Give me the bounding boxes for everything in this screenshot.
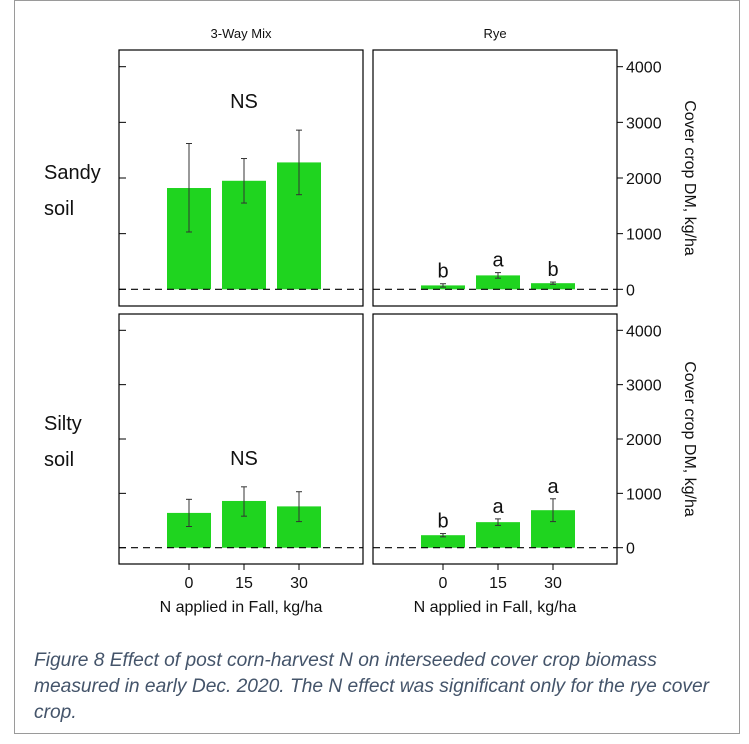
row-label-1-0: Silty [44, 413, 82, 435]
panel-r1c1-xtick-label-2: 30 [544, 575, 562, 592]
panel-r1c0-annotation: NS [230, 448, 258, 470]
x-axis-title-1: N applied in Fall, kg/ha [414, 599, 577, 616]
row-label-0-1: soil [44, 198, 74, 220]
panel-r1c0-xtick-label-0: 0 [185, 575, 194, 592]
panel-r1c1-letter-0: b [437, 511, 448, 533]
panel-r1c1-bar-1 [476, 522, 520, 548]
panel-r0c0-annotation: NS [230, 91, 258, 113]
panel-r0c1-bar-2 [531, 283, 575, 290]
panel-r0c1-ytick-label-2000: 2000 [626, 171, 662, 188]
panel-r1c1-letter-1: a [492, 496, 504, 518]
panel-r1c1-xtick-label-1: 15 [489, 575, 507, 592]
panel-r1c1-ytick-label-2000: 2000 [626, 432, 662, 449]
figure-caption: Figure 8 Effect of post corn-harvest N o… [34, 650, 710, 723]
row-label-1-1: soil [44, 449, 74, 471]
row-label-0-0: Sandy [44, 162, 101, 184]
panel-r1c1-ytick-label-3000: 3000 [626, 378, 662, 395]
panel-r1c1-ytick-label-1000: 1000 [626, 486, 662, 503]
panel-r0c1-ytick-label-0: 0 [626, 282, 635, 299]
panel-r1c1-bar-0 [421, 535, 465, 548]
x-axis-title-0: N applied in Fall, kg/ha [160, 599, 323, 616]
column-title-1: Rye [483, 26, 506, 41]
panel-r0c1-bar-1 [476, 275, 520, 290]
panel-r0c1-ytick-label-3000: 3000 [626, 115, 662, 132]
figure-frame [14, 0, 740, 734]
column-title-0: 3-Way Mix [211, 26, 272, 41]
panel-r1c0-xtick-label-1: 15 [235, 575, 253, 592]
panel-r1c1-ytick-label-4000: 4000 [626, 323, 662, 340]
y-axis-title-0: Cover crop DM, kg/ha [681, 100, 698, 256]
panel-r1c1-letter-2: a [547, 476, 559, 498]
panel-r0c1-letter-0: b [437, 261, 448, 283]
panel-r1c1-ytick-label-0: 0 [626, 541, 635, 558]
panel-r1c0-xtick-label-2: 30 [290, 575, 308, 592]
panel-r0c1-letter-2: b [547, 259, 558, 281]
y-axis-title-1: Cover crop DM, kg/ha [681, 361, 698, 517]
panel-r0c1-letter-1: a [492, 250, 504, 272]
panel-r0c1-ytick-label-4000: 4000 [626, 60, 662, 77]
panel-r0c1-ytick-label-1000: 1000 [626, 227, 662, 244]
panel-r1c1-xtick-label-0: 0 [439, 575, 448, 592]
